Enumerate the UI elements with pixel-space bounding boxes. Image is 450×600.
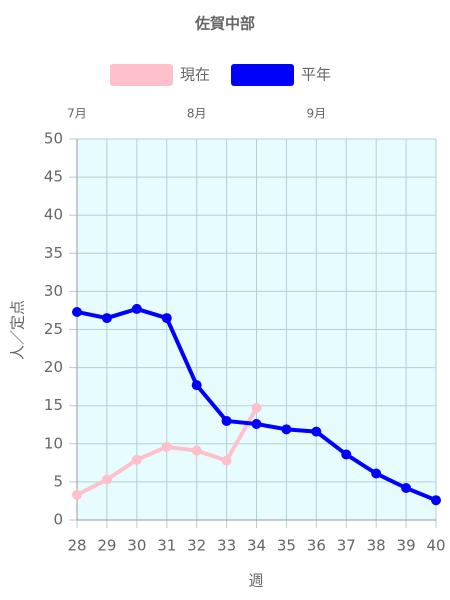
chart-title: 佐賀中部: [194, 15, 255, 33]
x-tick-label: 33: [217, 537, 236, 555]
y-tick-label: 25: [44, 320, 63, 338]
y-tick-label: 30: [44, 282, 63, 300]
data-point: [311, 426, 322, 437]
x-tick-label: 28: [67, 537, 86, 555]
y-axis-label: 人／定点: [9, 300, 27, 360]
data-point: [431, 495, 441, 506]
x-tick-label: 39: [397, 537, 416, 555]
data-point: [101, 313, 112, 324]
x-tick-label: 34: [247, 537, 266, 555]
y-tick-label: 50: [44, 130, 63, 148]
legend-label: 平年: [301, 66, 331, 84]
legend-swatch: [110, 64, 173, 86]
data-point: [72, 489, 82, 500]
y-tick-label: 10: [44, 434, 63, 452]
x-tick-label: 37: [337, 537, 356, 555]
y-tick-label: 45: [44, 168, 63, 186]
data-point: [191, 380, 202, 391]
data-point: [161, 441, 172, 452]
data-point: [221, 415, 232, 426]
x-tick-label: 32: [187, 537, 206, 555]
data-point: [281, 424, 292, 435]
data-point: [72, 306, 82, 317]
x-tick-label: 35: [277, 537, 296, 555]
y-tick-label: 40: [44, 206, 63, 224]
data-point: [161, 313, 172, 324]
x-tick-label: 40: [426, 537, 445, 555]
y-tick-label: 20: [44, 358, 63, 376]
legend-swatch: [231, 64, 294, 86]
data-point: [401, 482, 412, 493]
top-tick-label: 8月: [187, 107, 207, 121]
top-tick-label: 7月: [67, 107, 87, 121]
data-point: [251, 402, 262, 413]
y-tick-label: 15: [44, 396, 63, 414]
data-point: [371, 468, 382, 479]
x-axis-label: 週: [248, 572, 263, 590]
top-tick-label: 9月: [307, 107, 327, 121]
data-point: [341, 449, 352, 460]
y-tick-label: 5: [53, 472, 63, 490]
x-tick-label: 36: [307, 537, 326, 555]
legend-label: 現在: [180, 66, 210, 84]
data-point: [131, 454, 142, 465]
data-point: [221, 455, 232, 466]
data-point: [251, 418, 262, 429]
y-tick-label: 35: [44, 244, 63, 262]
x-tick-label: 29: [97, 537, 116, 555]
x-tick-label: 38: [367, 537, 386, 555]
data-point: [191, 445, 202, 456]
data-point: [131, 303, 142, 314]
x-tick-label: 31: [157, 537, 176, 555]
y-tick-label: 0: [53, 511, 63, 529]
x-tick-label: 30: [127, 537, 146, 555]
data-point: [101, 474, 112, 485]
